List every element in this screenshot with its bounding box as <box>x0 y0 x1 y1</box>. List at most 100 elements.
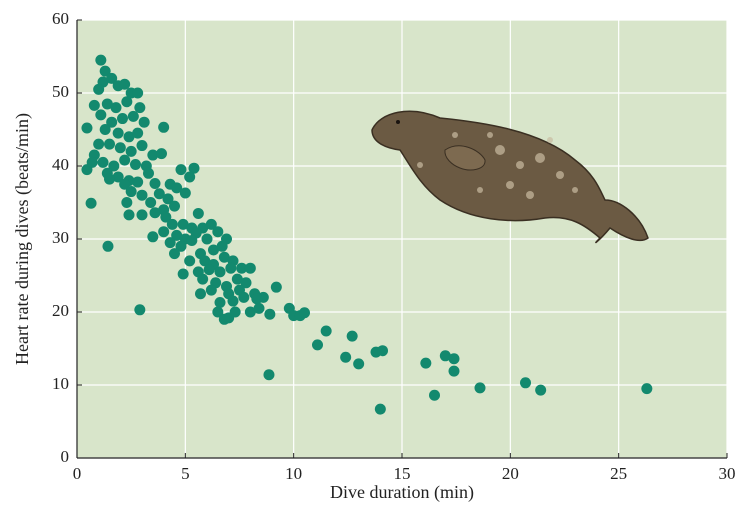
point <box>225 263 236 274</box>
point <box>169 201 180 212</box>
point <box>119 79 130 90</box>
point <box>132 128 143 139</box>
y-axis-label: Heart rate during dives (beats/min) <box>12 113 33 365</box>
y-tick-label: 20 <box>52 301 69 320</box>
point <box>184 255 195 266</box>
point <box>86 198 97 209</box>
point <box>104 174 115 185</box>
point <box>132 177 143 188</box>
point <box>264 309 275 320</box>
point <box>137 140 148 151</box>
point <box>230 307 241 318</box>
point <box>375 404 386 415</box>
point <box>178 269 189 280</box>
point <box>156 148 167 159</box>
point <box>158 122 169 133</box>
point <box>111 102 122 113</box>
point <box>124 209 135 220</box>
point <box>81 123 92 134</box>
point <box>475 382 486 393</box>
point <box>193 208 204 219</box>
point <box>89 100 100 111</box>
point <box>215 266 226 277</box>
point <box>215 297 226 308</box>
point <box>150 178 161 189</box>
point <box>147 231 158 242</box>
y-tick-label: 60 <box>52 9 69 28</box>
point <box>420 358 431 369</box>
point <box>299 307 310 318</box>
x-axis-label: Dive duration (min) <box>330 482 474 503</box>
point <box>204 264 215 275</box>
point <box>145 197 156 208</box>
point <box>167 219 178 230</box>
x-tick-label: 0 <box>73 464 82 483</box>
point <box>312 339 323 350</box>
y-tick-label: 30 <box>52 228 69 247</box>
point <box>212 226 223 237</box>
point <box>340 352 351 363</box>
x-tick-label: 25 <box>610 464 627 483</box>
point <box>206 285 217 296</box>
point <box>137 209 148 220</box>
point <box>158 226 169 237</box>
point <box>347 331 358 342</box>
point <box>197 274 208 285</box>
point <box>271 282 282 293</box>
x-tick-label: 30 <box>719 464 736 483</box>
point <box>535 385 546 396</box>
y-tick-label: 10 <box>52 374 69 393</box>
point <box>119 155 130 166</box>
point <box>139 117 150 128</box>
point <box>228 296 239 307</box>
x-tick-label: 10 <box>285 464 302 483</box>
y-tick-label: 50 <box>52 82 69 101</box>
point <box>217 241 228 252</box>
point <box>321 325 332 336</box>
y-tick-label: 0 <box>61 447 70 466</box>
point <box>137 190 148 201</box>
x-tick-label: 15 <box>394 464 411 483</box>
point <box>134 304 145 315</box>
point <box>93 139 104 150</box>
point <box>202 234 213 245</box>
point <box>87 157 98 168</box>
point <box>95 55 106 66</box>
point <box>113 128 124 139</box>
point <box>126 146 137 157</box>
seal-eye <box>396 120 400 124</box>
point <box>98 157 109 168</box>
point <box>134 102 145 113</box>
point <box>180 188 191 199</box>
x-tick-label: 20 <box>502 464 519 483</box>
chart: Dive duration (min) Heart rate during di… <box>0 0 754 506</box>
point <box>169 248 180 259</box>
point <box>126 186 137 197</box>
point <box>520 377 531 388</box>
point <box>186 235 197 246</box>
point <box>104 139 115 150</box>
point <box>128 111 139 122</box>
point <box>165 237 176 248</box>
point <box>245 263 256 274</box>
point <box>353 358 364 369</box>
point <box>132 88 143 99</box>
point <box>121 197 132 208</box>
point <box>93 84 104 95</box>
point <box>143 168 154 179</box>
point <box>449 366 460 377</box>
point <box>100 124 111 135</box>
point <box>251 293 262 304</box>
point <box>641 383 652 394</box>
point <box>102 241 113 252</box>
y-tick-label: 40 <box>52 155 69 174</box>
point <box>219 314 230 325</box>
point <box>184 171 195 182</box>
point <box>263 369 274 380</box>
point <box>449 353 460 364</box>
point <box>377 345 388 356</box>
x-tick-label: 5 <box>181 464 190 483</box>
point <box>115 142 126 153</box>
point <box>121 96 132 107</box>
point <box>150 207 161 218</box>
